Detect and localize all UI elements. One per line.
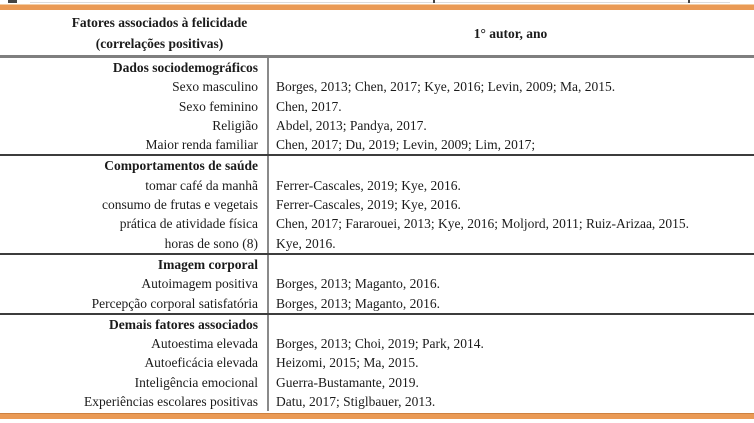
factor-label: Inteligência emocional	[134, 374, 258, 390]
section-title: Demais fatores associados	[109, 316, 258, 332]
table-row: Autoestima elevada Borges, 2013; Choi, 2…	[0, 334, 754, 354]
authors-cell: Heizomi, 2015; Ma, 2015.	[267, 353, 754, 373]
table-section: Imagem corporal Autoimagem positiva Borg…	[0, 252, 754, 313]
factor-label: Experiências escolares positivas	[84, 394, 258, 410]
authors-cell: Borges, 2013; Choi, 2019; Park, 2014.	[267, 334, 754, 354]
table-row: tomar café da manhã Ferrer-Cascales, 201…	[0, 175, 754, 196]
factor-label: tomar café da manhã	[145, 177, 258, 193]
authors-cell: Borges, 2013; Maganto, 2016.	[267, 274, 754, 294]
section-title: Comportamentos de saúde	[104, 158, 258, 174]
authors-cell: Abdel, 2013; Pandya, 2017.	[267, 115, 754, 136]
table-body: Dados sociodemográficos Sexo masculino B…	[0, 58, 754, 412]
header-factors-line2: (correlações positivas)	[95, 36, 224, 51]
table-row: Percepção corporal satisfatória Borges, …	[0, 293, 754, 313]
authors-cell: Kye, 2016.	[267, 233, 754, 253]
section-title-spacer	[267, 314, 754, 335]
section-title-row: Demais fatores associados	[0, 314, 754, 335]
clipped-glyph-fragment	[433, 0, 435, 3]
section-title-spacer	[267, 156, 754, 176]
clipped-glyph-fragment	[8, 0, 17, 3]
factor-label: Sexo masculino	[172, 79, 258, 95]
authors-cell: Datu, 2017; Stiglbauer, 2013.	[267, 392, 754, 412]
table-row: Sexo masculino Borges, 2013; Chen, 2017;…	[0, 77, 754, 97]
factor-label: Autoestima elevada	[151, 336, 258, 352]
table-row: Religião Abdel, 2013; Pandya, 2017.	[0, 115, 754, 136]
table-section: Demais fatores associados Autoestima ele…	[0, 312, 754, 412]
header-factors-line1: Fatores associados à felicidade	[71, 15, 248, 30]
factor-label: Autoimagem positiva	[141, 276, 258, 292]
factor-label: Maior renda familiar	[145, 137, 258, 153]
authors-cell: Borges, 2013; Maganto, 2016.	[267, 293, 754, 313]
factor-label: Autoeficácia elevada	[144, 355, 258, 371]
table-row: prática de atividade física Chen, 2017; …	[0, 214, 754, 234]
table-row: Autoimagem positiva Borges, 2013; Magant…	[0, 274, 754, 294]
authors-cell: Chen, 2017.	[267, 96, 754, 116]
section-title-row: Imagem corporal	[0, 254, 754, 275]
table-row: Maior renda familiar Chen, 2017; Du, 201…	[0, 135, 754, 155]
clipped-text-hairline	[30, 2, 730, 3]
header-author-year-column: 1° autor, ano	[473, 25, 548, 41]
header-factors-column: Fatores associados à felicidade (correla…	[0, 12, 267, 55]
table-row: Autoeficácia elevada Heizomi, 2015; Ma, …	[0, 353, 754, 373]
table-row: Sexo feminino Chen, 2017.	[0, 96, 754, 116]
section-title: Dados sociodemográficos	[112, 60, 258, 75]
table-row: Experiências escolares positivas Datu, 2…	[0, 392, 754, 412]
section-title: Imagem corporal	[157, 256, 258, 272]
table-row: Inteligência emocional Guerra-Bustamante…	[0, 372, 754, 393]
factor-label: Percepção corporal satisfatória	[91, 295, 258, 311]
clipped-glyph-fragment	[688, 0, 690, 3]
table-bottom-border-bar	[0, 413, 754, 420]
table-section: Comportamentos de saúde tomar café da ma…	[0, 154, 754, 253]
factor-label: Sexo feminino	[178, 98, 258, 114]
authors-cell: Ferrer-Cascales, 2019; Kye, 2016.	[267, 195, 754, 215]
section-title-row: Dados sociodemográficos	[0, 58, 754, 78]
table-top-border-bar	[0, 4, 754, 10]
factor-label: consumo de frutas e vegetais	[102, 197, 258, 213]
authors-cell: Guerra-Bustamante, 2019.	[267, 372, 754, 393]
clipped-text-remnant	[0, 0, 754, 4]
section-title-spacer	[267, 254, 754, 275]
table-row: horas de sono (8) Kye, 2016.	[0, 233, 754, 253]
table-section: Dados sociodemográficos Sexo masculino B…	[0, 58, 754, 155]
table-header-row: Fatores associados à felicidade (correla…	[0, 10, 754, 55]
section-title-row: Comportamentos de saúde	[0, 156, 754, 176]
authors-cell: Chen, 2017; Du, 2019; Levin, 2009; Lim, …	[267, 135, 754, 155]
authors-cell: Chen, 2017; Fararouei, 2013; Kye, 2016; …	[267, 214, 754, 234]
authors-cell: Borges, 2013; Chen, 2017; Kye, 2016; Lev…	[267, 77, 754, 97]
factor-label: horas de sono (8)	[164, 235, 258, 251]
factor-label: prática de atividade física	[119, 216, 258, 232]
authors-cell: Ferrer-Cascales, 2019; Kye, 2016.	[267, 175, 754, 196]
table-row: consumo de frutas e vegetais Ferrer-Casc…	[0, 195, 754, 215]
section-title-spacer	[267, 58, 754, 78]
header-rule	[0, 55, 754, 58]
factor-label: Religião	[212, 117, 258, 133]
